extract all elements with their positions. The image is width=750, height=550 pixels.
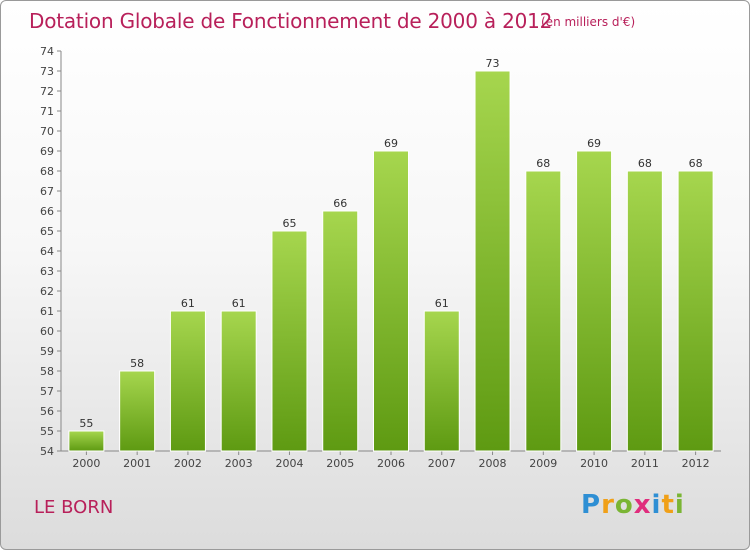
bar (576, 150, 613, 452)
bar-value-label: 61 (181, 297, 195, 310)
y-tick-label: 64 (40, 245, 54, 258)
bar-value-label: 68 (536, 157, 550, 170)
y-tick-label: 62 (40, 285, 54, 298)
x-tick-label: 2007 (428, 457, 456, 470)
bar-value-label: 69 (384, 137, 398, 150)
bar (626, 170, 663, 452)
bar-value-label: 73 (486, 57, 500, 70)
x-tick-label: 2012 (682, 457, 710, 470)
bar-value-label: 55 (79, 417, 93, 430)
bar (119, 370, 156, 452)
bar (68, 430, 105, 452)
y-tick-label: 54 (40, 445, 54, 458)
x-tick-label: 2010 (580, 457, 608, 470)
x-tick-label: 2005 (326, 457, 354, 470)
proxiti-logo: Proxiti (581, 490, 685, 520)
y-tick-label: 57 (40, 385, 54, 398)
x-tick-label: 2006 (377, 457, 405, 470)
bar (373, 150, 409, 452)
y-tick-label: 56 (40, 405, 54, 418)
y-tick-label: 65 (40, 225, 54, 238)
x-tick-label: 2002 (174, 457, 202, 470)
y-tick-label: 68 (40, 165, 54, 178)
y-tick-label: 74 (40, 45, 54, 58)
y-tick-label: 58 (40, 365, 54, 378)
bar-value-label: 58 (130, 357, 144, 370)
bar (169, 310, 206, 452)
bar-value-label: 61 (232, 297, 246, 310)
bar (525, 170, 562, 452)
bar-value-label: 66 (333, 197, 347, 210)
chart-title: Dotation Globale de Fonctionnement de 20… (29, 9, 553, 33)
x-tick-label: 2011 (631, 457, 659, 470)
y-tick-label: 69 (40, 145, 54, 158)
x-tick-label: 2008 (479, 457, 507, 470)
bar (322, 210, 359, 452)
bar-value-label: 69 (587, 137, 601, 150)
x-tick-label: 2001 (123, 457, 151, 470)
x-tick-label: 2009 (529, 457, 557, 470)
bar (423, 310, 460, 452)
y-tick-label: 71 (40, 105, 54, 118)
bar-value-label: 68 (638, 157, 652, 170)
place-name: LE BORN (34, 497, 114, 518)
y-tick-label: 66 (40, 205, 54, 218)
y-tick-label: 70 (40, 125, 54, 138)
y-tick-label: 61 (40, 305, 54, 318)
bar-value-label: 68 (689, 157, 703, 170)
y-tick-label: 59 (40, 345, 54, 358)
y-tick-label: 60 (40, 325, 54, 338)
x-tick-label: 2000 (72, 457, 100, 470)
y-tick-label: 72 (40, 85, 54, 98)
bar (677, 170, 714, 452)
chart-unit: (en milliers d'€) (541, 15, 636, 29)
x-tick-label: 2003 (225, 457, 253, 470)
bar (271, 230, 308, 452)
bar (220, 310, 257, 452)
bar (474, 70, 511, 452)
x-tick-label: 2004 (275, 457, 303, 470)
y-tick-label: 55 (40, 425, 54, 438)
bar-value-label: 65 (282, 217, 296, 230)
y-tick-label: 63 (40, 265, 54, 278)
y-tick-label: 73 (40, 65, 54, 78)
bar-value-label: 61 (435, 297, 449, 310)
y-tick-label: 67 (40, 185, 54, 198)
